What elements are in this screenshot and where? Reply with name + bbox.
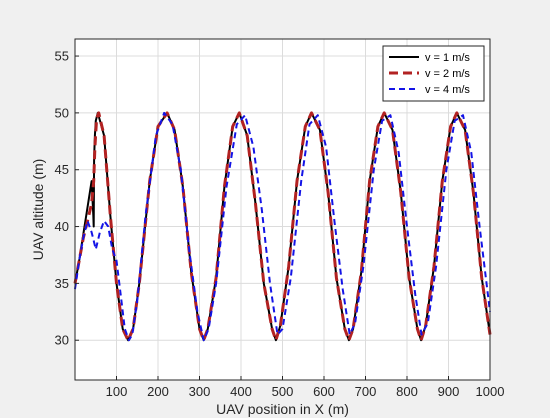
legend-box [382, 45, 485, 102]
x-tick-label: 1000 [476, 384, 505, 399]
y-axis-ticks: 30 35 40 45 50 55 [55, 49, 79, 348]
y-axis-title: UAV altitude (m) [30, 159, 46, 261]
legend-label-3: v = 4 m/s [425, 84, 470, 96]
x-tick-label: 200 [147, 384, 169, 399]
x-tick-label: 100 [106, 384, 128, 399]
y-tick-label: 45 [55, 162, 69, 177]
x-tick-label: 800 [396, 384, 418, 399]
x-tick-label: 500 [272, 384, 294, 399]
legend-label-2: v = 2 m/s [425, 68, 470, 80]
x-tick-label: 900 [438, 384, 460, 399]
x-tick-label: 300 [189, 384, 211, 399]
y-tick-label: 30 [55, 333, 69, 348]
x-tick-label: 600 [313, 384, 335, 399]
x-tick-label: 400 [230, 384, 252, 399]
legend: v = 1 m/s v = 2 m/s v = 4 m/s [382, 45, 485, 102]
x-axis-title: UAV position in X (m) [216, 401, 349, 417]
series-line-2 [73, 111, 492, 342]
y-tick-label: 35 [55, 276, 69, 291]
series-layer [73, 111, 492, 342]
legend-label-1: v = 1 m/s [425, 52, 470, 64]
y-tick-label: 50 [55, 105, 69, 120]
y-tick-label: 55 [55, 49, 69, 64]
x-axis-ticks: 100 200 300 400 500 600 700 800 900 1000 [106, 376, 505, 399]
x-tick-label: 700 [355, 384, 377, 399]
y-tick-label: 40 [55, 219, 69, 234]
